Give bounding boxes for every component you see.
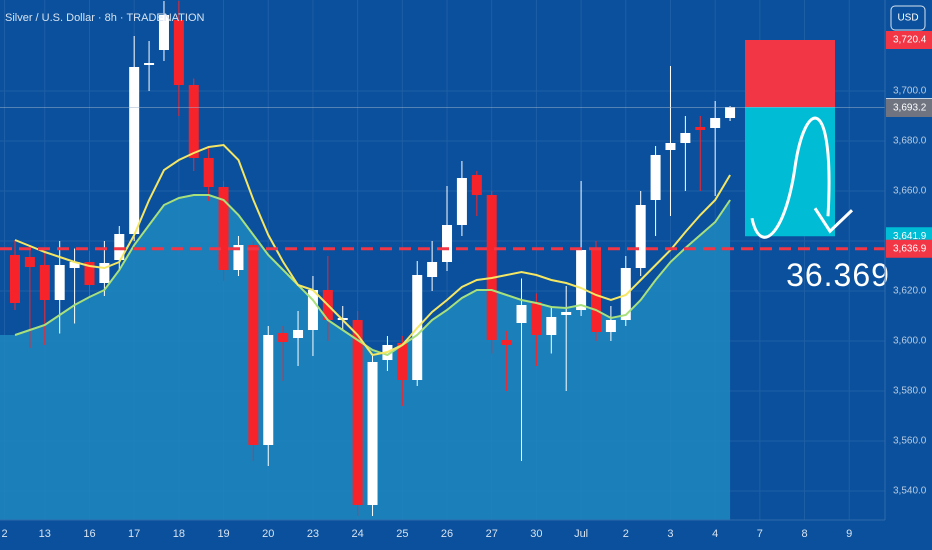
candle-body [501, 340, 512, 345]
candle-body [144, 63, 155, 65]
arrow-curve [750, 116, 831, 239]
candle-body [456, 178, 467, 225]
candle-body [84, 262, 95, 285]
candle-body [650, 155, 661, 200]
x-tick-label: 16 [83, 528, 95, 540]
price-label-box [886, 99, 932, 117]
x-tick-label: 19 [217, 528, 229, 540]
candle-body [99, 263, 110, 283]
candle-body [24, 257, 35, 267]
x-tick-label: 17 [128, 528, 140, 540]
candle-body [10, 255, 21, 303]
candle-body [590, 250, 601, 332]
stop-zone [745, 40, 835, 108]
price-label: 3,693.2 [893, 103, 927, 114]
candle-body [248, 245, 259, 445]
candle-body [665, 143, 676, 150]
candle-body [263, 335, 274, 445]
x-tick-label: 13 [39, 528, 51, 540]
candle-body [307, 290, 318, 330]
y-tick-label: 3,580.0 [893, 386, 927, 397]
candle-body [233, 245, 244, 270]
x-tick-label: 24 [352, 528, 364, 540]
x-tick-label: Jul [574, 528, 588, 540]
chart-title: Silver / U.S. Dollar · 8h · TRADENATION [5, 12, 205, 24]
candle-body [486, 195, 497, 340]
candle-body [39, 265, 50, 300]
price-label: 3,641.9 [893, 231, 927, 242]
candle-body [367, 362, 378, 505]
candle-body [352, 320, 363, 505]
x-tick-label: 23 [307, 528, 319, 540]
x-tick-label: 2 [623, 528, 629, 540]
candle-body [278, 333, 289, 342]
candle-body [561, 312, 572, 315]
y-tick-label: 3,560.0 [893, 436, 927, 447]
candle-body [218, 187, 229, 270]
moving-average [14, 143, 731, 357]
candle-body [516, 305, 527, 323]
candle-body [427, 262, 438, 277]
price-label-box [886, 239, 932, 258]
x-tick-label: 27 [486, 528, 498, 540]
candle-body [605, 320, 616, 332]
x-tick-label: 30 [530, 528, 542, 540]
x-tick-label: 20 [262, 528, 274, 540]
price-label: 3,636.9 [893, 243, 927, 254]
y-tick-label: 3,540.0 [893, 486, 927, 497]
y-tick-label: 3,600.0 [893, 336, 927, 347]
candle-body [397, 343, 408, 380]
overlay: 36.369 [0, 40, 890, 293]
candle-body [203, 158, 214, 187]
plot [0, 1, 736, 520]
candle-body [114, 234, 125, 260]
x-tick-label: 8 [801, 528, 807, 540]
x-tick-label: 2 [2, 528, 8, 540]
annotation: 36.369 [786, 257, 890, 293]
y-tick-label: 3,660.0 [893, 186, 927, 197]
x-tick-label: 25 [396, 528, 408, 540]
candle-body [680, 133, 691, 143]
y-tick-label: 3,680.0 [893, 136, 927, 147]
y-tick-label: 3,700.0 [893, 86, 927, 97]
area [0, 195, 731, 520]
price-label-box [886, 31, 932, 49]
area-line [14, 194, 731, 357]
candle-body [576, 250, 587, 310]
candle-body [173, 20, 184, 85]
candle-body [54, 265, 65, 300]
y-tick-label: 3,620.0 [893, 286, 927, 297]
candle-body [546, 317, 557, 335]
x-tick-label: 9 [846, 528, 852, 540]
candle-body [471, 175, 482, 195]
candle-body [69, 262, 80, 268]
x-tick-label: 7 [757, 528, 763, 540]
candle-body [635, 205, 646, 268]
candle-body [695, 127, 706, 130]
candle-body [442, 225, 453, 262]
price-label: 3,720.4 [893, 35, 927, 46]
currency-label: USD [897, 13, 918, 24]
arrow-head [813, 207, 854, 234]
x-tick-label: 18 [173, 528, 185, 540]
candle-body [710, 118, 721, 128]
candle-body [188, 85, 199, 158]
currency-button[interactable] [890, 5, 926, 31]
candle-body [158, 15, 169, 50]
candle-body [725, 107, 736, 118]
candle-body [293, 330, 304, 338]
candle-body [531, 302, 542, 335]
candle-body [129, 67, 140, 234]
x-tick-label: 3 [667, 528, 673, 540]
x-tick-label: 26 [441, 528, 453, 540]
x-tick-label: 4 [712, 528, 718, 540]
